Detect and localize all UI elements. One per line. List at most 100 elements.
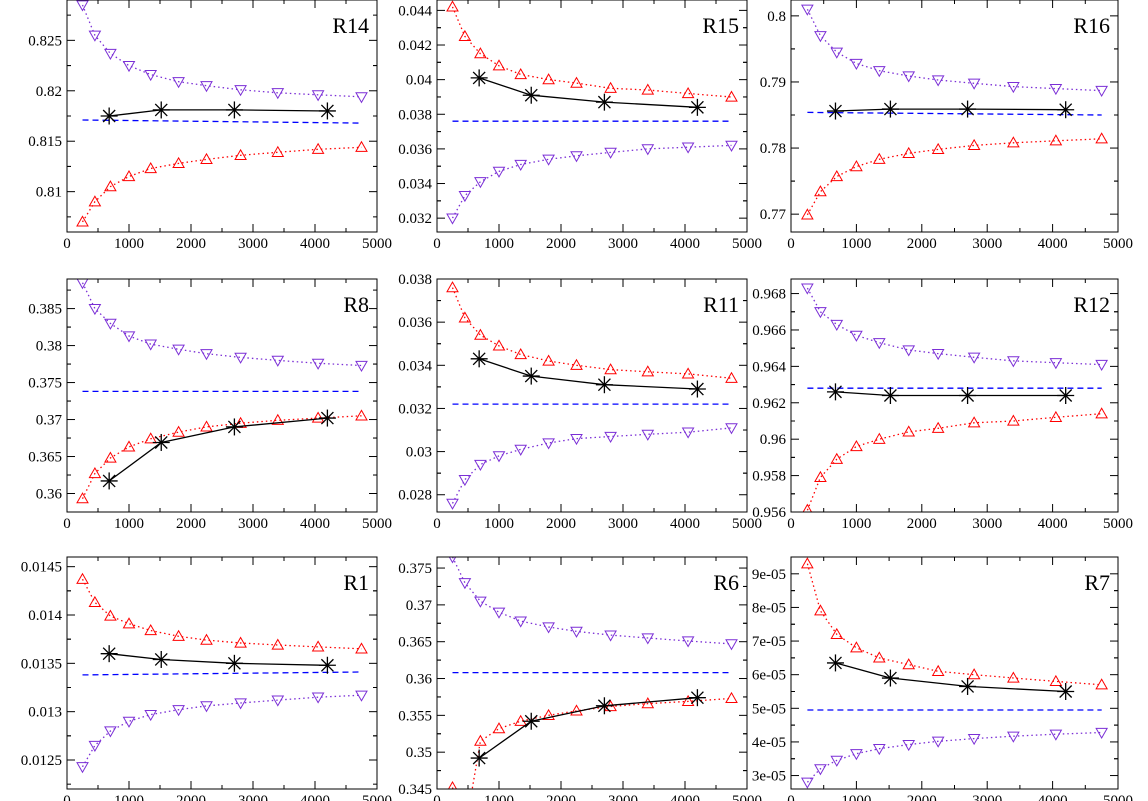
data-point-triangle-down <box>492 607 506 619</box>
y-tick-label: 0.036 <box>398 315 432 331</box>
data-point-triangle-up <box>446 281 459 293</box>
x-tick-label: 4000 <box>670 793 700 801</box>
data-point-triangle-down <box>542 438 555 450</box>
x-tick-label: 1000 <box>114 793 144 801</box>
x-tick-label: 2000 <box>176 236 206 252</box>
data-point-triangle-down <box>830 47 844 59</box>
data-point-triangle-up <box>76 215 89 227</box>
data-point-triangle-up <box>641 83 655 95</box>
chart-panel-r6: 0 1000 2000 3000 4000 5000 0.345 0.35 0.355 0.36 0… <box>398 556 762 801</box>
data-point-asterisk <box>100 107 118 125</box>
series-solid-line <box>109 653 328 666</box>
series-solid-line <box>835 108 1066 112</box>
x-tick-label: 1000 <box>484 516 514 532</box>
data-point-asterisk <box>100 645 118 663</box>
data-point-triangle-up <box>802 503 813 512</box>
data-point-triangle-up <box>800 557 814 569</box>
data-point-triangle-up <box>830 627 844 639</box>
panel-label: R15 <box>702 13 739 38</box>
data-point-triangle-up <box>200 420 213 432</box>
data-point-triangle-down <box>144 70 158 82</box>
panel-label: R8 <box>343 292 369 317</box>
x-tick-label: 2000 <box>546 793 576 801</box>
panel-label: R11 <box>703 292 739 317</box>
data-point-triangle-down <box>604 630 617 642</box>
x-tick-label: 4000 <box>300 516 330 532</box>
panel-label: R1 <box>343 570 369 595</box>
data-point-asterisk <box>959 100 977 118</box>
plot-area <box>447 557 738 789</box>
data-point-triangle-down <box>1049 83 1063 96</box>
x-tick-label: 5000 <box>362 236 392 252</box>
series-dotted-line <box>81 4 362 98</box>
reference-dashed-line <box>807 111 1102 116</box>
data-point-triangle-up <box>271 638 285 650</box>
data-point-triangle-down <box>172 705 185 717</box>
data-point-asterisk <box>318 409 336 427</box>
data-point-triangle-up <box>76 492 89 504</box>
data-point-asterisk <box>826 102 844 120</box>
data-point-triangle-down <box>1006 356 1020 368</box>
chart-panel-r7: 0 1000 2000 3000 4000 5000 3e-05 4e-05 5e-05 6e-0… <box>752 556 1133 801</box>
series-dotted-line <box>81 146 362 223</box>
chart-panel-r11: 0 1000 2000 3000 4000 5000 0.028 0.03 0.032 0.034… <box>398 272 762 532</box>
plot-frame <box>66 556 378 790</box>
x-tick-label: 4000 <box>300 793 330 801</box>
x-tick-label: 2000 <box>546 516 576 532</box>
y-tick-label: 0.36 <box>36 487 63 503</box>
data-point-triangle-up <box>355 140 368 152</box>
plot-area <box>446 281 738 510</box>
data-point-triangle-down <box>604 431 617 443</box>
data-point-triangle-down <box>122 331 136 343</box>
y-tick-label: 0.956 <box>752 505 786 521</box>
data-point-triangle-up <box>967 138 981 151</box>
x-tick-label: 3000 <box>972 516 1002 532</box>
data-point-triangle-up <box>311 142 325 154</box>
data-point-triangle-down <box>1006 81 1020 94</box>
data-point-triangle-up <box>492 339 506 351</box>
y-tick-label: 0.38 <box>36 339 62 355</box>
data-point-triangle-down <box>474 596 487 608</box>
y-tick-label: 0.034 <box>398 358 432 374</box>
data-point-asterisk <box>1057 682 1075 700</box>
data-point-triangle-up <box>88 595 102 608</box>
panel-label: R16 <box>1073 13 1110 38</box>
data-point-triangle-down <box>76 0 89 12</box>
x-tick-label: 2000 <box>907 236 937 252</box>
data-point-triangle-down <box>514 444 528 456</box>
data-point-asterisk <box>595 376 613 394</box>
data-point-triangle-up <box>514 67 528 80</box>
x-tick-label: 3000 <box>238 516 268 532</box>
data-point-triangle-down <box>311 692 325 704</box>
x-tick-label: 4000 <box>1038 236 1068 252</box>
data-point-asterisk <box>522 712 540 730</box>
x-tick-label: 0 <box>63 236 71 252</box>
series-solid-line <box>478 77 698 108</box>
data-point-triangle-down <box>641 633 655 645</box>
plot-area <box>76 0 368 227</box>
data-point-triangle-up <box>76 572 89 584</box>
series-solid-line <box>108 417 328 482</box>
x-tick-label: 0 <box>433 516 441 532</box>
plot-area <box>76 279 368 504</box>
x-tick-label: 0 <box>787 793 795 801</box>
data-point-triangle-down <box>458 475 472 487</box>
data-point-triangle-up <box>355 642 368 654</box>
data-point-triangle-up <box>967 416 981 428</box>
x-tick-label: 0 <box>787 516 795 532</box>
data-point-triangle-up <box>172 629 185 641</box>
chart-panel-r16: 0 1000 2000 3000 4000 5000 0.77 0.78 0.79 0.8 R16 <box>760 0 1133 252</box>
x-tick-label: 0 <box>433 236 441 252</box>
data-point-triangle-down <box>88 30 102 42</box>
data-point-triangle-down <box>570 626 583 638</box>
data-point-triangle-up <box>122 170 136 182</box>
data-point-triangle-down <box>311 90 325 102</box>
data-point-triangle-up <box>542 708 555 720</box>
data-point-triangle-up <box>1006 136 1020 148</box>
x-tick-label: 5000 <box>732 516 762 532</box>
data-point-asterisk <box>152 433 170 451</box>
x-tick-label: 2000 <box>176 793 206 801</box>
y-tick-label: 4e-05 <box>752 735 786 751</box>
data-point-triangle-down <box>200 349 213 361</box>
